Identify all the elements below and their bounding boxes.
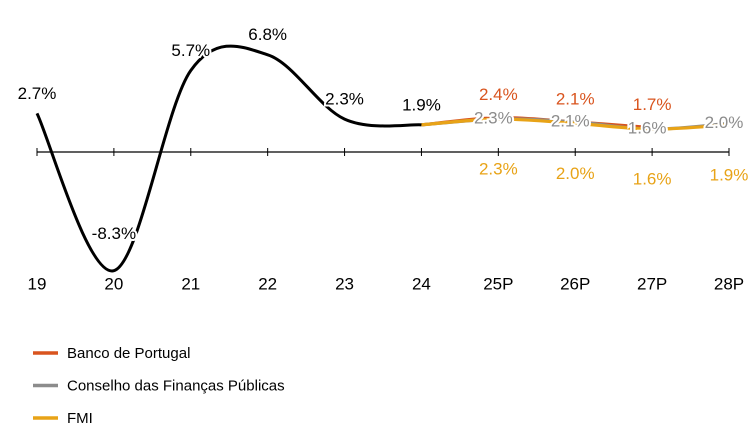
line [421, 117, 730, 131]
data-label: 1.6% [633, 170, 672, 189]
data-label: 2.4% [479, 85, 518, 104]
x-tick-label: 22 [258, 274, 277, 293]
data-label: 1.9% [710, 165, 749, 184]
x-tick-label: 24 [412, 274, 431, 293]
x-tick-label: 23 [335, 274, 354, 293]
x-tick-label: 25P [483, 274, 513, 293]
x-tick-label: 21 [181, 274, 200, 293]
data-label: 2.1% [556, 89, 595, 108]
x-tick-label: 27P [637, 274, 667, 293]
data-label: 1.6% [628, 119, 667, 138]
data-label: 2.3% [479, 160, 518, 179]
data-label: 2.0% [556, 164, 595, 183]
data-label: 2.3% [325, 90, 364, 109]
line [35, 44, 422, 273]
legend-label: Banco de Portugal [67, 345, 190, 362]
data-label: 2.3% [474, 109, 513, 128]
data-label: 1.7% [633, 95, 672, 114]
data-label: 6.8% [248, 25, 287, 44]
x-tick-label: 28P [714, 274, 744, 293]
x-tick-label: 26P [560, 274, 590, 293]
data-label: 2.0% [705, 113, 744, 132]
data-label: 5.7% [171, 41, 210, 60]
data-label: -8.3% [92, 224, 136, 243]
x-tick-label: 19 [28, 274, 47, 293]
data-label: 1.9% [402, 95, 441, 114]
data-label: 2.1% [551, 111, 590, 130]
legend-label: FMI [67, 410, 93, 427]
legend-label: Conselho das Finanças Públicas [67, 377, 285, 394]
x-tick-label: 20 [104, 274, 123, 293]
data-label: 2.7% [18, 84, 57, 103]
